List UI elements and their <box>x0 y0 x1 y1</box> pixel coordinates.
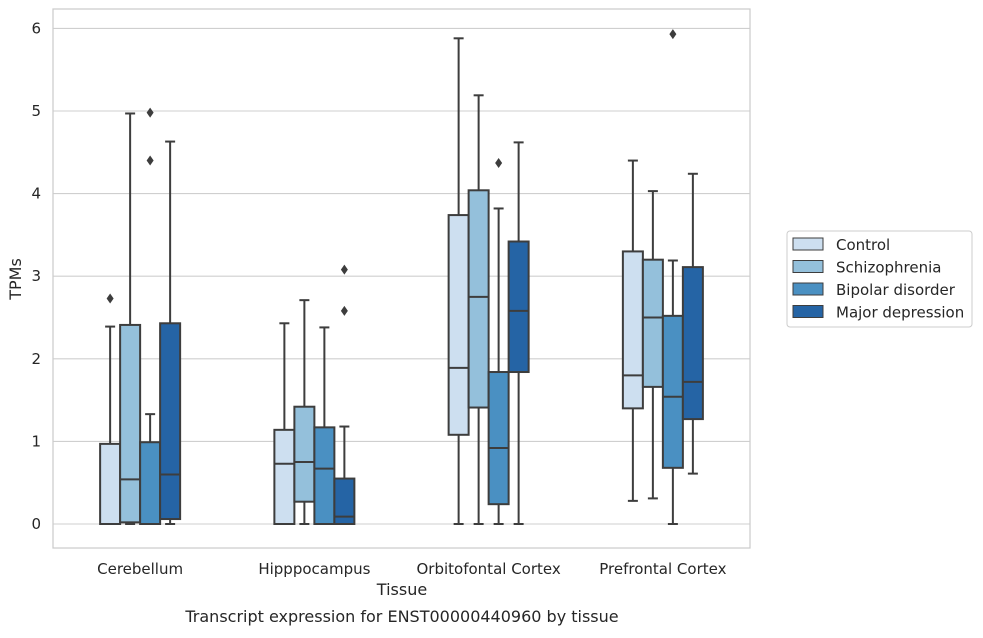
box-body <box>487 371 510 506</box>
box-3-3 <box>681 172 704 475</box>
outlier-point <box>340 305 348 316</box>
chart-caption: Transcript expression for ENST0000044096… <box>184 607 618 626</box>
y-tick-label: 5 <box>31 102 41 120</box>
outlier-point <box>146 107 154 118</box>
y-tick-label: 3 <box>31 267 41 285</box>
box-0-1 <box>273 322 296 525</box>
y-tick-labels: 0 1 2 3 4 5 6 <box>31 19 41 533</box>
outlier-point <box>669 29 677 40</box>
box-0-0 <box>99 293 122 525</box>
box-body <box>467 189 490 409</box>
legend-item-3: Major depression <box>792 304 964 322</box>
legend-items: Control Schizophrenia Bipolar disorder Majo… <box>792 236 964 322</box>
x-tick-label: Prefrontal Cortex <box>599 560 726 578</box>
y-tick-label: 2 <box>31 350 41 368</box>
box-body <box>333 477 356 526</box>
legend-label: Schizophrenia <box>836 259 941 277</box>
x-tick-label: Orbitofontal Cortex <box>417 560 561 578</box>
box-body <box>293 405 316 503</box>
legend-label: Bipolar disorder <box>836 281 956 299</box>
box-body <box>621 250 644 410</box>
box-body <box>661 314 684 469</box>
box-3-1 <box>333 264 356 526</box>
legend-swatch <box>792 260 824 273</box>
plot-frame <box>52 8 751 549</box>
box-body <box>313 426 336 525</box>
legend-swatch <box>792 237 824 251</box>
box-1-3 <box>641 190 664 500</box>
legend-label: Major depression <box>836 304 964 322</box>
boxes <box>99 29 704 526</box>
legend-frame <box>786 230 973 328</box>
legend-item-2: Bipolar disorder <box>792 281 956 299</box>
box-body <box>159 322 182 521</box>
legend-swatch <box>792 282 824 296</box>
box-2-3 <box>661 29 684 525</box>
box-1-0 <box>119 112 142 525</box>
outlier-point <box>340 264 348 275</box>
box-1-1 <box>293 299 316 525</box>
x-tick-label: Hipppocampus <box>258 560 370 578</box>
box-body <box>119 323 142 524</box>
box-body <box>139 441 162 526</box>
y-tick-label: 0 <box>31 515 41 533</box>
y-tick-label: 6 <box>31 19 41 37</box>
box-3-2 <box>507 141 530 525</box>
box-body <box>447 214 470 436</box>
box-2-2 <box>487 158 510 525</box>
box-body <box>681 266 704 421</box>
box-2-1 <box>313 326 336 525</box>
box-body <box>641 258 664 388</box>
y-tick-label: 4 <box>31 185 41 203</box>
legend: Control Schizophrenia Bipolar disorder Majo… <box>786 230 973 328</box>
legend-label: Control <box>836 236 890 254</box>
box-2-0 <box>139 107 162 526</box>
y-tick-label: 1 <box>31 432 41 450</box>
outlier-point <box>146 155 154 166</box>
y-axis-label: TPMs <box>6 258 25 301</box>
box-1-2 <box>467 94 490 525</box>
box-body <box>99 442 122 525</box>
legend-item-0: Control <box>792 236 890 254</box>
outlier-point <box>106 293 114 304</box>
box-0-3 <box>621 159 644 502</box>
legend-item-1: Schizophrenia <box>792 259 941 277</box>
x-tick-labels: Cerebellum Hipppocampus Orbitofontal Corte… <box>97 560 726 578</box>
box-3-0 <box>159 140 182 525</box>
box-body <box>507 240 530 374</box>
outlier-point <box>495 158 503 169</box>
x-tick-label: Cerebellum <box>97 560 183 578</box>
x-axis-label: Tissue <box>376 580 427 599</box>
legend-swatch <box>792 305 824 318</box>
box-body <box>273 428 296 525</box>
